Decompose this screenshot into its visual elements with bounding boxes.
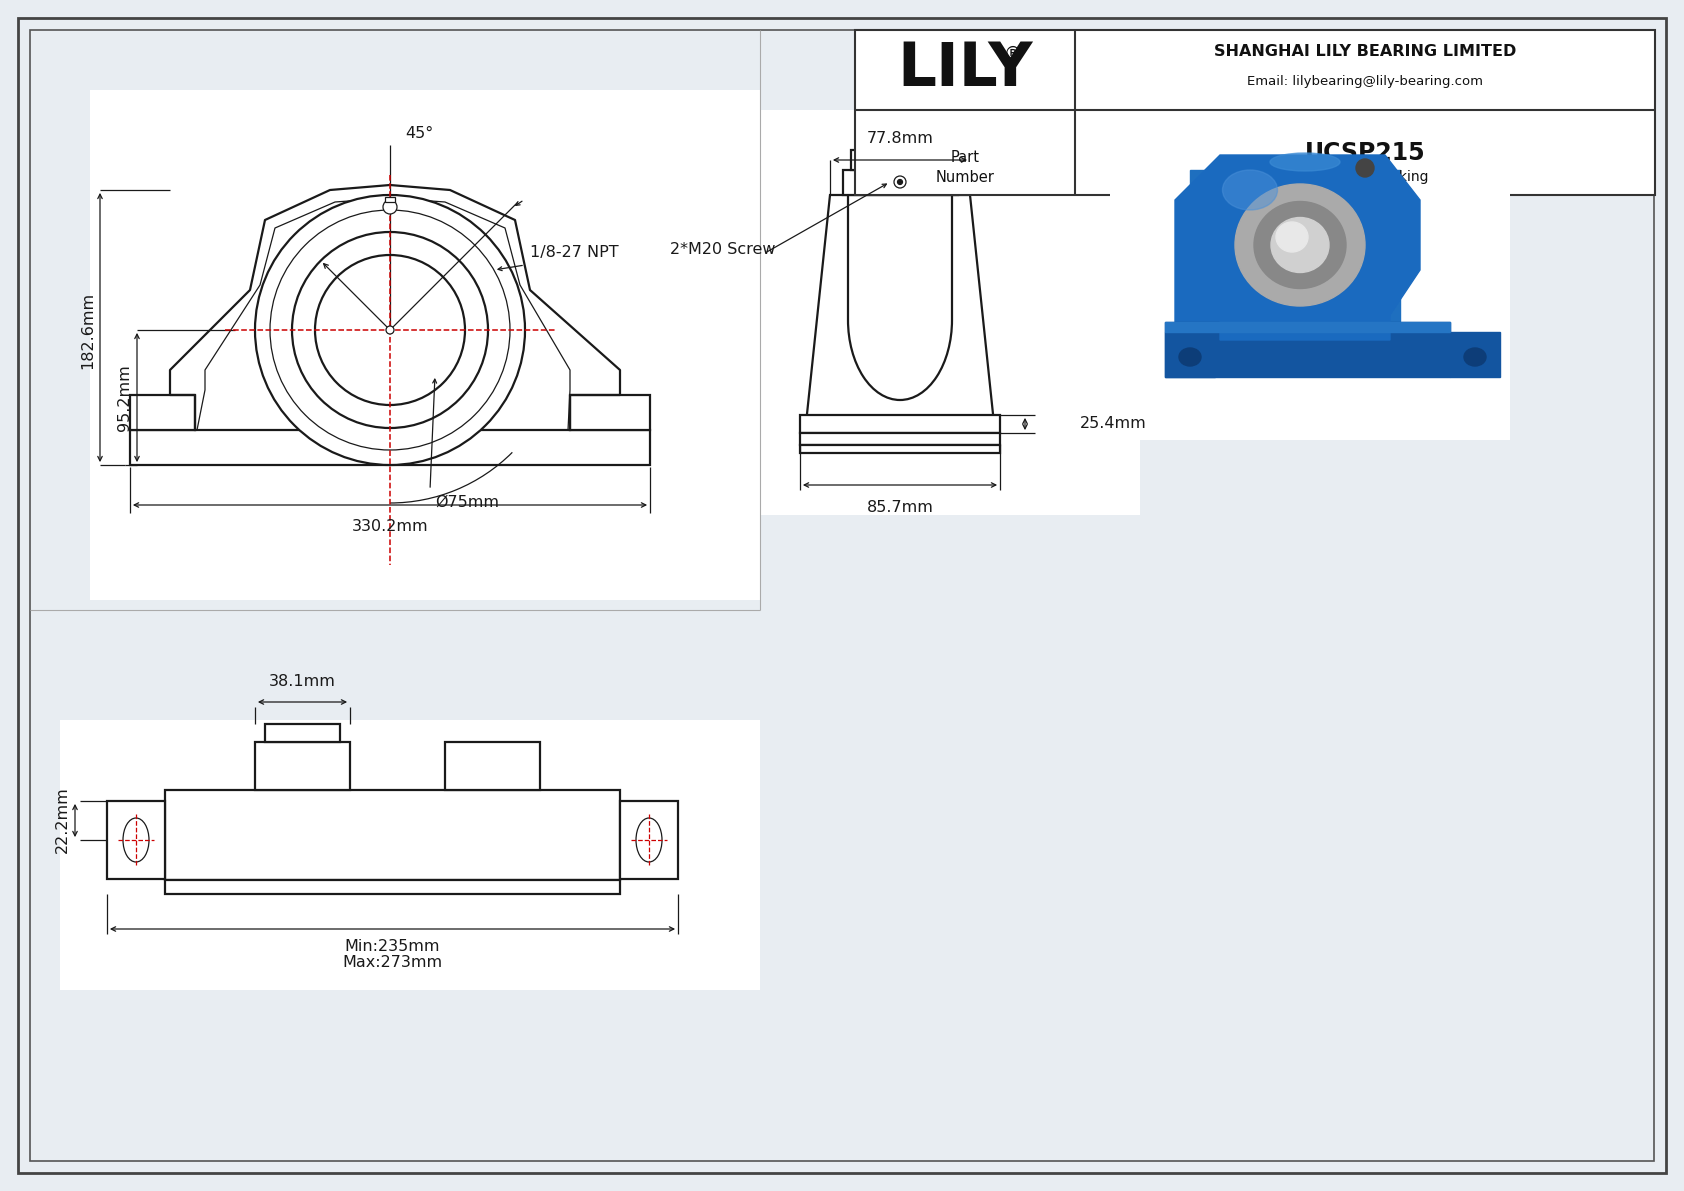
Bar (165, 790, 620, 880)
Text: 38.1mm: 38.1mm (269, 674, 335, 690)
Ellipse shape (1244, 193, 1346, 287)
Circle shape (382, 200, 397, 214)
Text: 330.2mm: 330.2mm (352, 519, 428, 534)
Ellipse shape (1271, 218, 1329, 273)
Bar (844, 170, 958, 195)
Bar (445, 742, 541, 790)
Ellipse shape (637, 818, 662, 862)
Text: 2*M20 Screw: 2*M20 Screw (670, 243, 776, 257)
Bar (1110, 120, 1511, 439)
Ellipse shape (1255, 201, 1346, 288)
Text: Part
Number: Part Number (936, 150, 995, 186)
Bar (61, 721, 759, 990)
Bar (386, 197, 396, 202)
Text: LILY: LILY (898, 40, 1032, 100)
Circle shape (898, 180, 903, 185)
Circle shape (386, 326, 394, 333)
Bar (569, 395, 650, 430)
Text: Max:273mm: Max:273mm (342, 955, 443, 969)
Text: 25.4mm: 25.4mm (1079, 417, 1147, 431)
Bar (130, 395, 195, 430)
Ellipse shape (1263, 208, 1327, 272)
Polygon shape (1219, 170, 1389, 339)
Bar (800, 434, 1000, 445)
Bar (620, 802, 679, 879)
Polygon shape (1191, 170, 1399, 330)
Bar (1165, 332, 1214, 378)
Ellipse shape (1223, 170, 1278, 210)
Text: Ø75mm: Ø75mm (434, 495, 498, 510)
Text: 182.6mm: 182.6mm (81, 292, 94, 368)
Bar (165, 880, 620, 894)
Bar (850, 150, 950, 170)
Ellipse shape (1179, 348, 1201, 366)
Ellipse shape (1234, 183, 1366, 306)
Bar (1165, 322, 1450, 332)
Bar (800, 445, 1000, 453)
Circle shape (894, 176, 906, 188)
Bar (130, 430, 650, 464)
Text: Min:235mm: Min:235mm (345, 939, 440, 954)
Circle shape (291, 232, 488, 428)
Text: 22.2mm: 22.2mm (56, 786, 71, 854)
Bar (660, 110, 1140, 515)
Ellipse shape (1463, 348, 1485, 366)
Bar (108, 802, 165, 879)
Text: SHANGHAI LILY BEARING LIMITED: SHANGHAI LILY BEARING LIMITED (1214, 44, 1516, 60)
Bar (264, 724, 340, 742)
Text: 45°: 45° (404, 125, 433, 141)
Bar (254, 742, 350, 790)
Ellipse shape (1224, 175, 1366, 305)
Text: 85.7mm: 85.7mm (867, 500, 933, 515)
Circle shape (254, 195, 525, 464)
Circle shape (1356, 160, 1374, 177)
Text: 77.8mm: 77.8mm (867, 131, 933, 146)
Bar (1165, 322, 1450, 378)
Polygon shape (1175, 155, 1420, 345)
Circle shape (315, 255, 465, 405)
Text: Set Screw Locking: Set Screw Locking (1302, 170, 1428, 183)
Polygon shape (805, 195, 995, 434)
Bar (800, 414, 1000, 434)
Ellipse shape (1270, 152, 1340, 172)
Text: UCSP215: UCSP215 (1305, 141, 1425, 164)
Circle shape (269, 210, 510, 450)
Bar (89, 91, 759, 600)
Text: 1/8-27 NPT: 1/8-27 NPT (530, 245, 618, 260)
Ellipse shape (1270, 214, 1307, 250)
Ellipse shape (123, 818, 148, 862)
Ellipse shape (1276, 222, 1308, 252)
Bar (855, 30, 1655, 195)
Text: 95.2mm: 95.2mm (116, 364, 131, 431)
Bar (1450, 332, 1500, 378)
Text: ®: ® (1004, 45, 1022, 63)
Text: Email: lilybearing@lily-bearing.com: Email: lilybearing@lily-bearing.com (1246, 75, 1484, 88)
